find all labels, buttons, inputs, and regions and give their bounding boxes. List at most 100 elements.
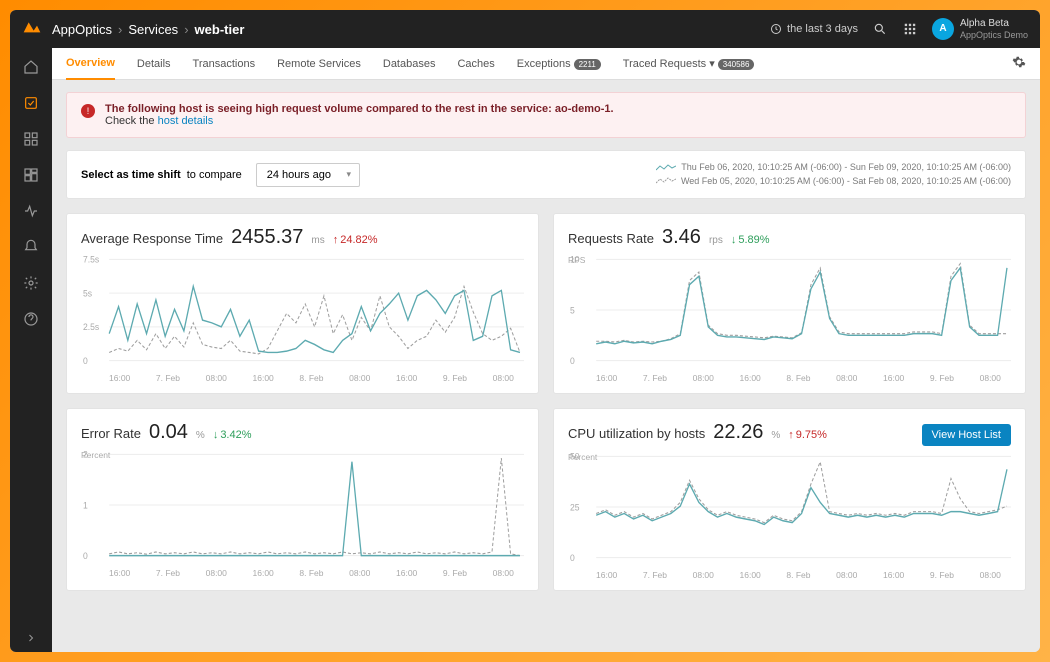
brand-logo-icon[interactable] xyxy=(22,19,42,39)
chart-ylabel: Percent xyxy=(568,452,597,462)
search-icon[interactable] xyxy=(872,21,888,37)
tab-overview[interactable]: Overview xyxy=(66,48,115,80)
exceptions-badge: 2211 xyxy=(574,59,601,70)
nav-metrics-icon[interactable] xyxy=(22,202,40,220)
user-name: Alpha Beta xyxy=(960,18,1028,30)
apps-grid-icon[interactable] xyxy=(902,21,918,37)
card-delta: ↓ 3.42% xyxy=(213,429,252,441)
host-details-link[interactable]: host details xyxy=(158,115,214,127)
time-range-picker[interactable]: the last 3 days xyxy=(770,23,858,35)
chart-svg: 7.5s 5s 2.5s 0 xyxy=(81,255,524,365)
svg-text:5: 5 xyxy=(570,305,575,315)
alert-text: The following host is seeing high reques… xyxy=(105,103,614,127)
tab-details[interactable]: Details xyxy=(137,49,171,79)
tabbar: Overview Details Transactions Remote Ser… xyxy=(52,48,1040,80)
chart: RPS 1050 16:007. Feb08:0016:008. Feb08:0… xyxy=(568,255,1011,383)
tab-exceptions[interactable]: Exceptions2211 xyxy=(517,49,601,79)
chart: 7.5s 5s 2.5s 0 16:007. Feb08:0016:008. Feb0… xyxy=(81,255,524,383)
topbar: AppOptics › Services › web-tier the last… xyxy=(10,10,1040,48)
tab-caches[interactable]: Caches xyxy=(457,49,494,79)
svg-text:7.5s: 7.5s xyxy=(83,255,100,265)
breadcrumb-sep-icon: › xyxy=(184,22,188,37)
content: ! The following host is seeing high requ… xyxy=(52,80,1040,652)
breadcrumb-root[interactable]: AppOptics xyxy=(52,22,112,37)
view-host-list-button[interactable]: View Host List xyxy=(922,424,1012,446)
breadcrumb: AppOptics › Services › web-tier xyxy=(52,22,244,37)
nav-alerts-icon[interactable] xyxy=(22,238,40,256)
card-cpu-utilization: CPU utilization by hosts 22.26 % ↑ 9.75%… xyxy=(553,408,1026,591)
traced-badge: 340586 xyxy=(718,59,755,70)
svg-text:0: 0 xyxy=(570,553,575,562)
svg-text:2.5s: 2.5s xyxy=(83,322,100,332)
card-delta: ↓ 5.89% xyxy=(731,234,770,246)
compare-legend: Thu Feb 06, 2020, 10:10:25 AM (-06:00) -… xyxy=(656,161,1011,188)
chart: Percent 50250 16:007. Feb08:0016:008. Fe… xyxy=(568,452,1011,580)
sidebar xyxy=(10,48,52,652)
time-range-label: the last 3 days xyxy=(787,23,858,35)
chart-svg: 50250 xyxy=(568,452,1011,562)
nav-dashboards-icon[interactable] xyxy=(22,166,40,184)
avatar: A xyxy=(932,18,954,40)
svg-text:0: 0 xyxy=(570,356,575,365)
svg-text:1: 1 xyxy=(83,500,88,510)
svg-text:0: 0 xyxy=(83,356,88,365)
page-settings-icon[interactable] xyxy=(1012,55,1026,72)
cards-grid: Average Response Time 2455.37 ms ↑ 24.82… xyxy=(66,213,1026,591)
card-title: Requests Rate xyxy=(568,231,654,246)
card-title: CPU utilization by hosts xyxy=(568,426,705,441)
card-value: 2455.37 xyxy=(231,226,303,249)
chevron-down-icon: ▾ xyxy=(709,58,715,70)
chart-xaxis: 16:007. Feb08:0016:008. Feb08:0016:009. … xyxy=(81,565,524,578)
breadcrumb-services[interactable]: Services xyxy=(128,22,178,37)
card-unit: ms xyxy=(311,235,324,246)
card-delta: ↑ 24.82% xyxy=(333,234,378,246)
card-delta: ↑ 9.75% xyxy=(788,429,827,441)
card-value: 0.04 xyxy=(149,421,188,444)
user-menu[interactable]: A Alpha Beta AppOptics Demo xyxy=(932,18,1028,41)
card-error-rate: Error Rate 0.04 % ↓ 3.42% Percent 210 16… xyxy=(66,408,539,591)
chart-ylabel: RPS xyxy=(568,255,585,265)
legend-compare-spark-icon xyxy=(656,177,676,185)
card-requests-rate: Requests Rate 3.46 rps ↓ 5.89% RPS 1050 … xyxy=(553,213,1026,394)
breadcrumb-current: web-tier xyxy=(195,22,245,37)
chart-svg: 210 xyxy=(81,450,524,560)
user-text: Alpha Beta AppOptics Demo xyxy=(960,18,1028,41)
sidebar-expand-icon[interactable] xyxy=(10,632,52,644)
tab-databases[interactable]: Databases xyxy=(383,49,436,79)
legend-current-spark-icon xyxy=(656,164,676,172)
card-unit: % xyxy=(771,430,780,441)
chart: Percent 210 16:007. Feb08:0016:008. Feb0… xyxy=(81,450,524,578)
nav-grid-icon[interactable] xyxy=(22,130,40,148)
nav-settings-icon[interactable] xyxy=(22,274,40,292)
card-title: Error Rate xyxy=(81,426,141,441)
card-value: 3.46 xyxy=(662,226,701,249)
compare-bar: Select as time shift to compare 24 hours… xyxy=(66,150,1026,199)
card-unit: rps xyxy=(709,235,723,246)
card-unit: % xyxy=(196,430,205,441)
tab-traced-requests[interactable]: Traced Requests ▾340586 xyxy=(623,48,755,79)
chart-svg: 1050 xyxy=(568,255,1011,365)
alert-line1: The following host is seeing high reques… xyxy=(105,103,614,115)
tab-remote-services[interactable]: Remote Services xyxy=(277,49,361,79)
card-title: Average Response Time xyxy=(81,231,223,246)
chart-xaxis: 16:007. Feb08:0016:008. Feb08:0016:009. … xyxy=(568,567,1011,580)
nav-help-icon[interactable] xyxy=(22,310,40,328)
tab-transactions[interactable]: Transactions xyxy=(193,49,256,79)
nav-services-icon[interactable] xyxy=(22,94,40,112)
svg-text:25: 25 xyxy=(570,502,580,512)
svg-text:5s: 5s xyxy=(83,288,93,298)
card-value: 22.26 xyxy=(713,421,763,444)
arrow-down-icon: ↓ xyxy=(731,234,737,246)
chart-ylabel: Percent xyxy=(81,450,110,460)
main: Overview Details Transactions Remote Ser… xyxy=(52,48,1040,652)
user-org: AppOptics Demo xyxy=(960,30,1028,41)
card-average-response-time: Average Response Time 2455.37 ms ↑ 24.82… xyxy=(66,213,539,394)
chart-xaxis: 16:007. Feb08:0016:008. Feb08:0016:009. … xyxy=(568,370,1011,383)
nav-home-icon[interactable] xyxy=(22,58,40,76)
alert-banner: ! The following host is seeing high requ… xyxy=(66,92,1026,138)
svg-text:0: 0 xyxy=(83,551,88,560)
chart-xaxis: 16:007. Feb08:0016:008. Feb08:0016:009. … xyxy=(81,370,524,383)
arrow-down-icon: ↓ xyxy=(213,429,219,441)
arrow-up-icon: ↑ xyxy=(333,234,339,246)
time-shift-select[interactable]: 24 hours ago xyxy=(256,163,360,187)
